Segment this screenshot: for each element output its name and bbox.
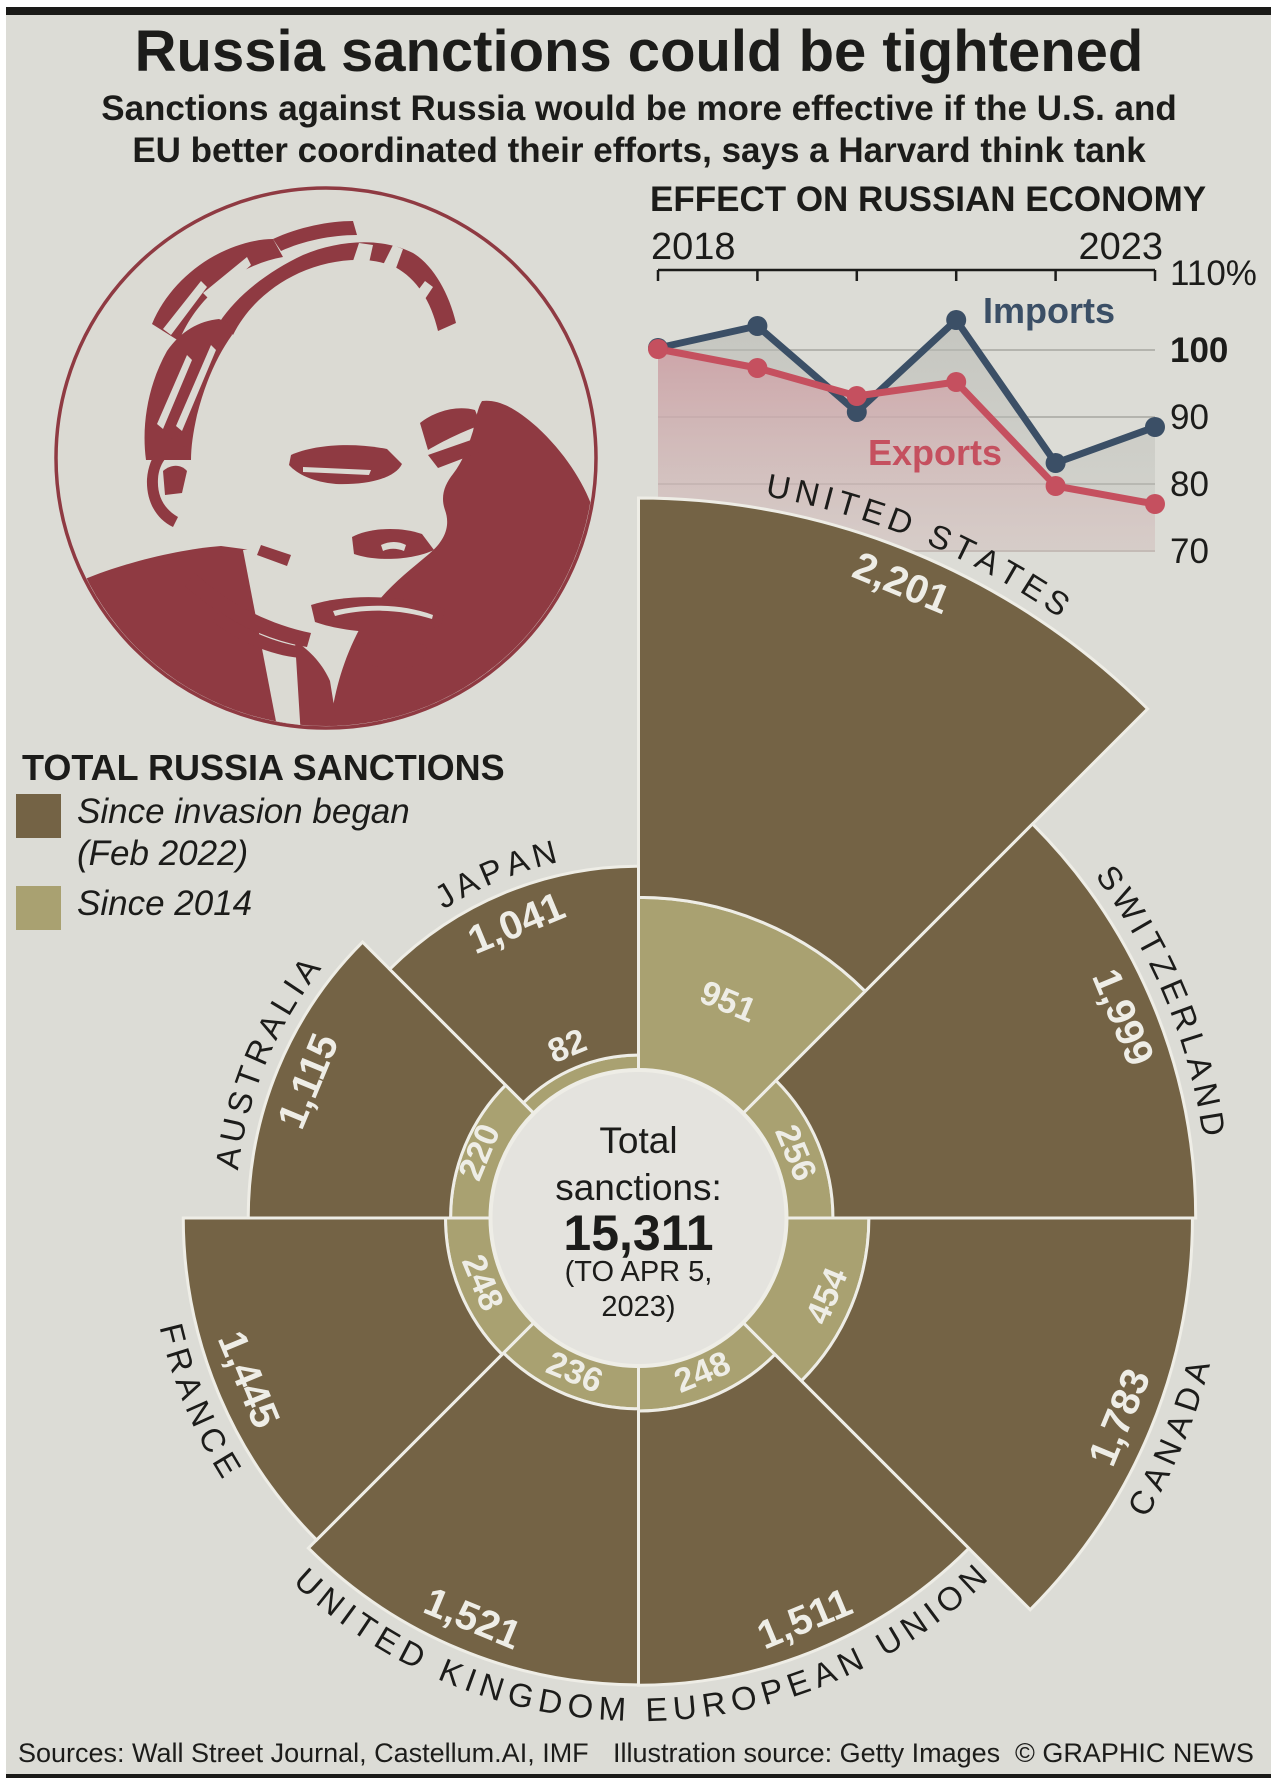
svg-text:D: D — [1192, 1109, 1232, 1139]
svg-text:15,311: 15,311 — [563, 1205, 713, 1261]
svg-text:90: 90 — [1170, 398, 1209, 437]
svg-text:70: 70 — [1170, 532, 1209, 571]
svg-text:2018: 2018 — [651, 226, 736, 268]
svg-text:A: A — [208, 1144, 248, 1171]
svg-text:80: 80 — [1170, 465, 1209, 504]
svg-text:100: 100 — [1170, 331, 1228, 370]
svg-text:O: O — [566, 1686, 596, 1726]
svg-text:Russia sanctions could be tigh: Russia sanctions could be tightened — [135, 19, 1144, 84]
svg-text:2023: 2023 — [1078, 226, 1163, 268]
svg-text:Since 2014: Since 2014 — [77, 884, 252, 923]
svg-text:M: M — [598, 1689, 627, 1727]
svg-text:TOTAL RUSSIA SANCTIONS: TOTAL RUSSIA SANCTIONS — [22, 747, 505, 788]
svg-text:Exports: Exports — [868, 432, 1002, 473]
svg-text:EU better coordinated their ef: EU better coordinated their efforts, say… — [132, 131, 1146, 170]
svg-text:(Feb 2022): (Feb 2022) — [77, 834, 248, 873]
svg-text:2023): 2023) — [601, 1291, 675, 1323]
svg-text:E: E — [645, 1691, 668, 1729]
svg-text:Illustration source: Getty Ima: Illustration source: Getty Images — [613, 1738, 1000, 1768]
svg-text:sanctions:: sanctions: — [555, 1167, 722, 1208]
svg-text:EFFECT ON RUSSIAN ECONOMY: EFFECT ON RUSSIAN ECONOMY — [650, 180, 1206, 219]
svg-text:Since invasion began: Since invasion began — [77, 792, 410, 831]
svg-text:110%: 110% — [1170, 254, 1257, 293]
svg-text:© GRAPHIC NEWS: © GRAPHIC NEWS — [1015, 1738, 1254, 1768]
svg-text:Sources: Wall Street Journal,: Sources: Wall Street Journal, Castellum.… — [18, 1738, 589, 1768]
svg-text:Imports: Imports — [983, 290, 1115, 331]
svg-text:U: U — [671, 1688, 698, 1727]
svg-text:R: R — [699, 1684, 728, 1724]
svg-text:(TO APR 5,: (TO APR 5, — [565, 1256, 713, 1288]
svg-text:Sanctions against Russia would: Sanctions against Russia would be more e… — [101, 89, 1177, 128]
svg-text:Total: Total — [599, 1120, 677, 1161]
